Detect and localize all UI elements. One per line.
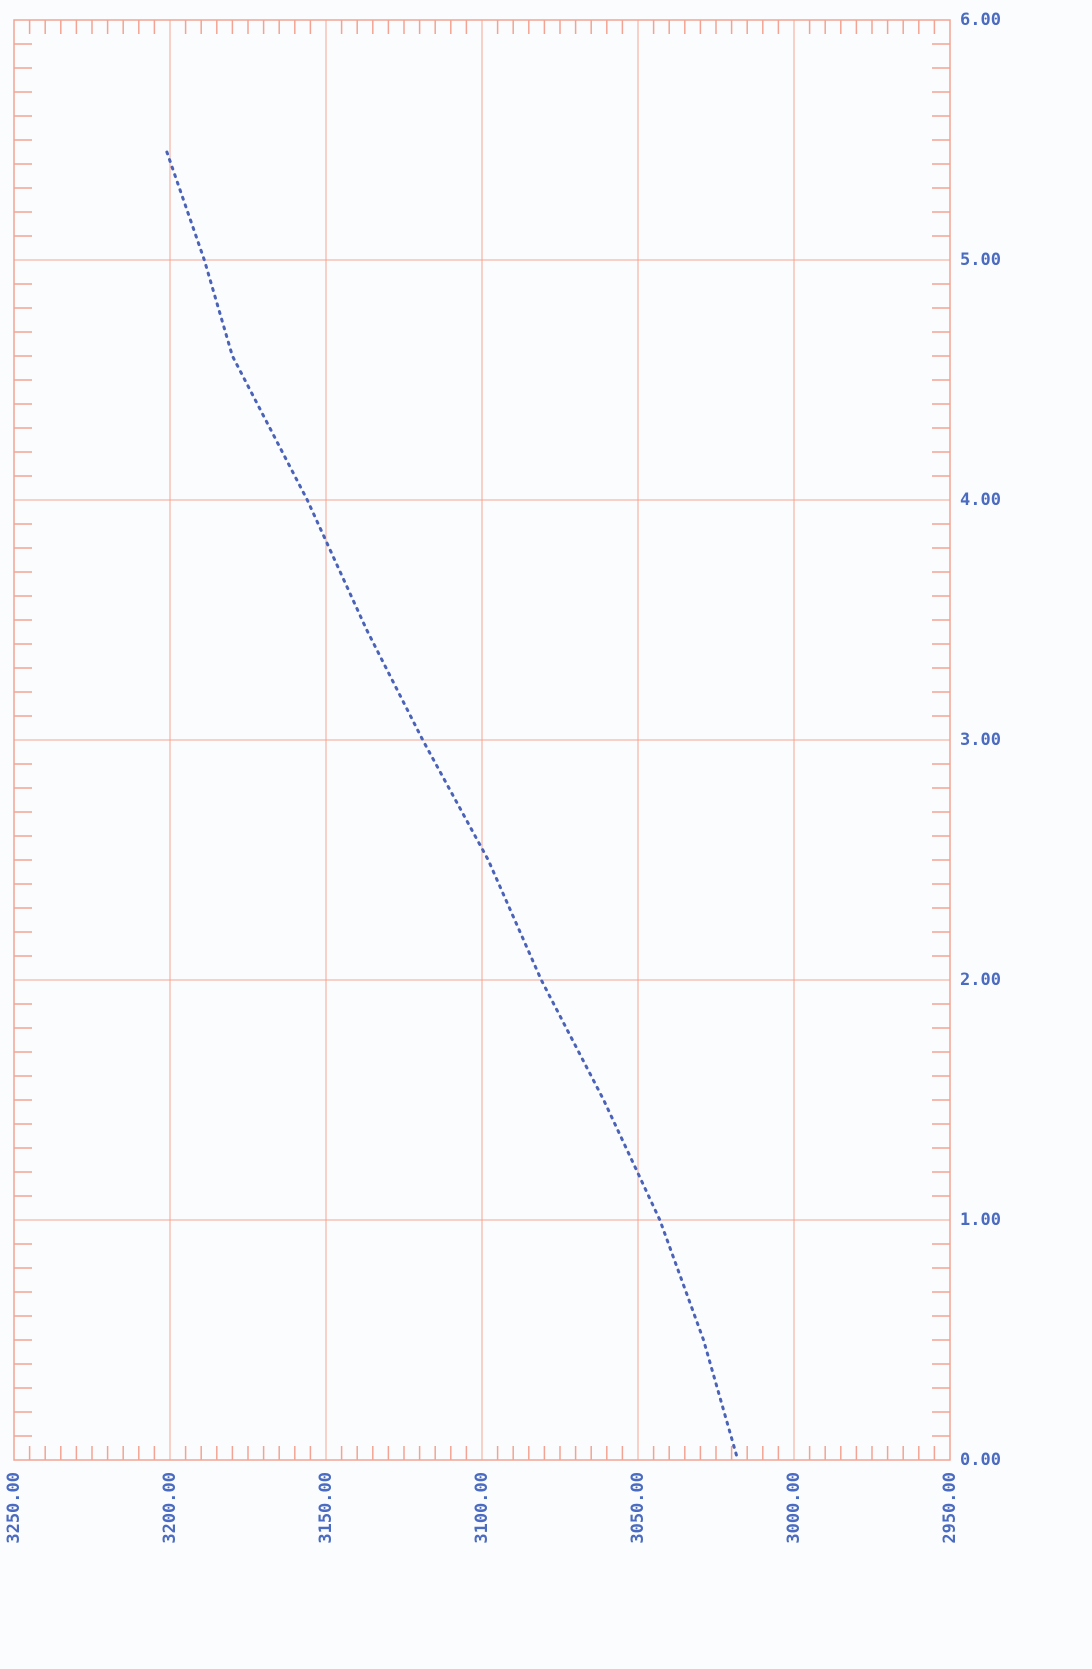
y-tick-label: 1.00 [960, 1210, 1001, 1230]
y-tick-label: 4.00 [960, 490, 1001, 510]
x-tick-label: 2950.00 [940, 1472, 960, 1544]
x-tick-label: 3000.00 [784, 1472, 804, 1544]
data-line [165, 150, 740, 1462]
x-tick-label: 3050.00 [628, 1472, 648, 1544]
y-tick-label: 2.00 [960, 970, 1001, 990]
x-tick-label: 3150.00 [316, 1472, 336, 1544]
y-tick-label: 6.00 [960, 10, 1001, 30]
y-tick-label: 5.00 [960, 250, 1001, 270]
x-tick-label: 3250.00 [4, 1472, 24, 1544]
x-tick-label: 3200.00 [160, 1472, 180, 1544]
y-tick-label: 3.00 [960, 730, 1001, 750]
y-tick-label: 0.00 [960, 1450, 1001, 1470]
x-tick-label: 3100.00 [472, 1472, 492, 1544]
